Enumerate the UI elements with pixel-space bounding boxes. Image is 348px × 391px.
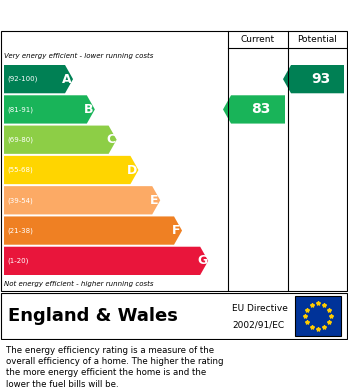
Text: lower the fuel bills will be.: lower the fuel bills will be. <box>6 380 119 389</box>
Text: (81-91): (81-91) <box>7 106 33 113</box>
Text: B: B <box>84 103 94 116</box>
Polygon shape <box>283 65 344 93</box>
Text: Very energy efficient - lower running costs: Very energy efficient - lower running co… <box>4 53 153 59</box>
Polygon shape <box>4 65 73 93</box>
Polygon shape <box>223 95 285 124</box>
Text: A: A <box>62 73 72 86</box>
Text: (92-100): (92-100) <box>7 76 37 83</box>
Text: Potential: Potential <box>298 34 338 43</box>
Text: G: G <box>197 255 207 267</box>
Polygon shape <box>4 247 208 275</box>
Text: EU Directive: EU Directive <box>232 304 288 313</box>
Text: The energy efficiency rating is a measure of the: The energy efficiency rating is a measur… <box>6 346 214 355</box>
Text: F: F <box>172 224 180 237</box>
Text: (69-80): (69-80) <box>7 136 33 143</box>
Text: (39-54): (39-54) <box>7 197 33 204</box>
Bar <box>295 296 341 336</box>
Text: (55-68): (55-68) <box>7 167 33 173</box>
Text: Not energy efficient - higher running costs: Not energy efficient - higher running co… <box>4 281 153 287</box>
Text: C: C <box>106 133 115 146</box>
Text: overall efficiency of a home. The higher the rating: overall efficiency of a home. The higher… <box>6 357 223 366</box>
Text: 93: 93 <box>311 72 330 86</box>
Text: (1-20): (1-20) <box>7 258 29 264</box>
Text: Energy Efficiency Rating: Energy Efficiency Rating <box>8 7 218 23</box>
Polygon shape <box>4 217 182 245</box>
Polygon shape <box>4 126 117 154</box>
Polygon shape <box>4 95 95 124</box>
Text: the more energy efficient the home is and the: the more energy efficient the home is an… <box>6 368 206 377</box>
Text: England & Wales: England & Wales <box>8 307 178 325</box>
Polygon shape <box>4 156 139 184</box>
Text: E: E <box>150 194 158 207</box>
Text: 83: 83 <box>251 102 271 117</box>
Text: Current: Current <box>241 34 275 43</box>
Text: 2002/91/EC: 2002/91/EC <box>232 320 284 329</box>
Text: (21-38): (21-38) <box>7 227 33 234</box>
Polygon shape <box>4 186 160 214</box>
Text: D: D <box>127 163 137 176</box>
